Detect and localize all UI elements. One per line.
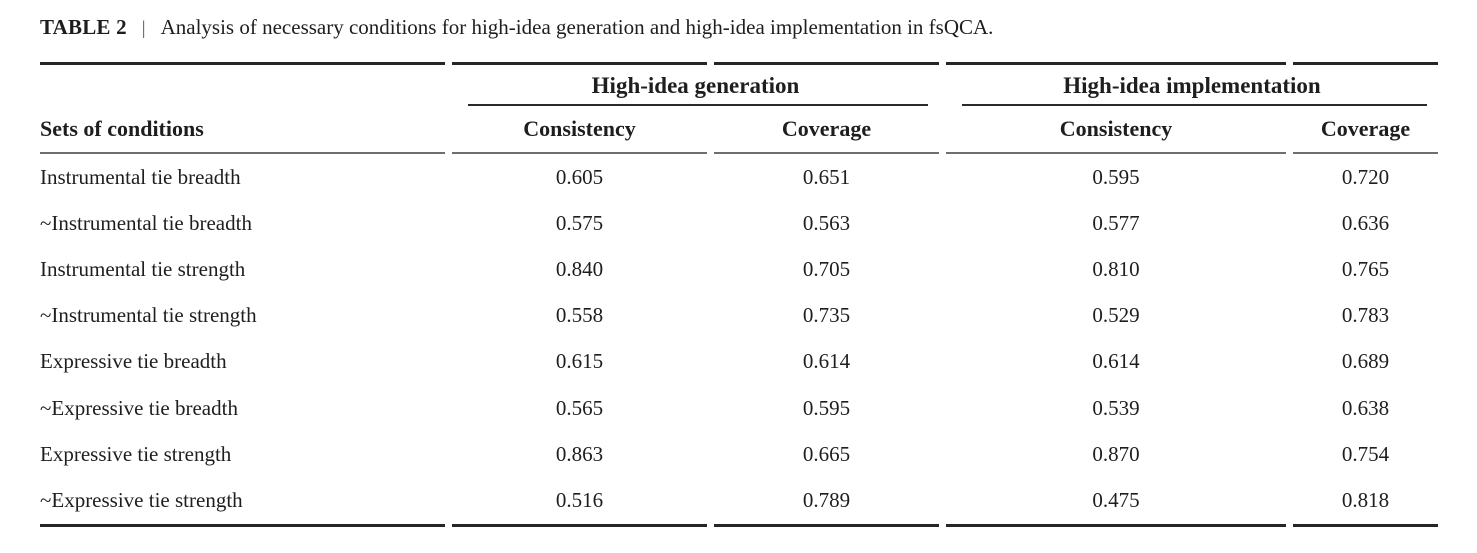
value-cell: 0.689 (1341, 349, 1390, 374)
table-row: ~Expressive tie strength 0.516 0.789 0.4… (40, 477, 1438, 523)
table-row: Instrumental tie strength 0.840 0.705 0.… (40, 246, 1438, 292)
rule-segment (40, 152, 445, 154)
value-cell: 0.720 (1341, 164, 1390, 189)
table-row: Instrumental tie breadth 0.605 0.651 0.5… (40, 154, 1438, 200)
value-cell: 0.735 (802, 303, 851, 328)
rule-segment (946, 62, 1286, 65)
value-cell: 0.577 (1092, 210, 1140, 235)
value-cell: 0.789 (802, 487, 851, 512)
top-rule (40, 62, 1438, 65)
value-cell: 0.558 (555, 303, 604, 328)
row-label: ~Instrumental tie breadth (40, 210, 252, 235)
row-label: Expressive tie strength (40, 441, 232, 466)
header-rule (40, 152, 1438, 154)
col-header-coverage-generation: Coverage (781, 116, 872, 141)
value-cell: 0.765 (1341, 256, 1390, 281)
conditions-table: High-idea generation High-idea implement… (40, 62, 1438, 527)
row-label: Expressive tie breadth (40, 349, 227, 374)
rule-segment (452, 523, 707, 527)
caption-text: Analysis of necessary conditions for hig… (160, 15, 994, 39)
value-cell: 0.870 (1092, 441, 1140, 466)
value-cell: 0.651 (802, 164, 851, 189)
rule-segment (452, 62, 707, 65)
value-cell: 0.810 (1092, 256, 1140, 281)
bottom-rule (40, 523, 1438, 527)
value-cell: 0.638 (1341, 395, 1390, 420)
value-cell: 0.614 (1092, 349, 1140, 374)
rule-segment (946, 523, 1286, 527)
rule-segment (1293, 523, 1438, 527)
value-cell: 0.818 (1341, 487, 1390, 512)
value-cell: 0.614 (802, 349, 851, 374)
value-cell: 0.783 (1341, 303, 1390, 328)
rule-segment (452, 152, 707, 154)
row-label: Instrumental tie strength (40, 256, 246, 281)
row-label: ~Expressive tie breadth (40, 395, 238, 420)
value-cell: 0.754 (1341, 441, 1390, 466)
row-label: ~Expressive tie strength (40, 487, 243, 512)
col-header-consistency-generation: Consistency (523, 116, 636, 141)
table-caption: TABLE 2 | Analysis of necessary conditio… (40, 14, 1438, 42)
col-group-generation: High-idea generation (452, 65, 939, 106)
rule-segment (1293, 62, 1438, 65)
value-cell: 0.565 (555, 395, 604, 420)
value-cell: 0.529 (1092, 303, 1140, 328)
row-label: Instrumental tie breadth (40, 164, 241, 189)
value-cell: 0.475 (1092, 487, 1140, 512)
value-cell: 0.615 (555, 349, 604, 374)
value-cell: 0.863 (555, 441, 604, 466)
value-cell: 0.516 (555, 487, 604, 512)
value-cell: 0.595 (802, 395, 851, 420)
table-row: Expressive tie strength 0.863 0.665 0.87… (40, 431, 1438, 477)
row-label: ~Instrumental tie strength (40, 303, 257, 328)
row-header-label: Sets of conditions (40, 116, 204, 141)
value-cell: 0.840 (555, 256, 604, 281)
value-cell: 0.539 (1092, 395, 1140, 420)
value-cell: 0.563 (802, 210, 851, 235)
col-header-coverage-implementation: Coverage (1320, 116, 1411, 141)
col-header-consistency-implementation: Consistency (1059, 116, 1173, 141)
table-label: TABLE 2 (40, 15, 127, 39)
value-cell: 0.636 (1341, 210, 1390, 235)
table-row: ~Instrumental tie strength 0.558 0.735 0… (40, 293, 1438, 339)
rule-segment (1293, 152, 1438, 154)
rule-segment (946, 152, 1286, 154)
value-cell: 0.605 (555, 164, 604, 189)
value-cell: 0.575 (555, 210, 604, 235)
rule-segment (40, 523, 445, 527)
value-cell: 0.705 (802, 256, 851, 281)
rule-segment (40, 62, 445, 65)
col-group-implementation: High-idea implementation (946, 65, 1438, 106)
caption-divider: | (141, 18, 146, 39)
page: TABLE 2 | Analysis of necessary conditio… (40, 14, 1438, 527)
table-row: Expressive tie breadth 0.615 0.614 0.614… (40, 339, 1438, 385)
column-group-row: High-idea generation High-idea implement… (40, 65, 1438, 106)
value-cell: 0.665 (802, 441, 851, 466)
rule-segment (714, 152, 939, 154)
rule-segment (714, 62, 939, 65)
spacer-cell (40, 65, 445, 106)
value-cell: 0.595 (1092, 164, 1140, 189)
column-header-row: Sets of conditions Consistency Coverage … (40, 106, 1438, 152)
rule-segment (714, 523, 939, 527)
table-row: ~Expressive tie breadth 0.565 0.595 0.53… (40, 385, 1438, 431)
table-row: ~Instrumental tie breadth 0.575 0.563 0.… (40, 200, 1438, 246)
